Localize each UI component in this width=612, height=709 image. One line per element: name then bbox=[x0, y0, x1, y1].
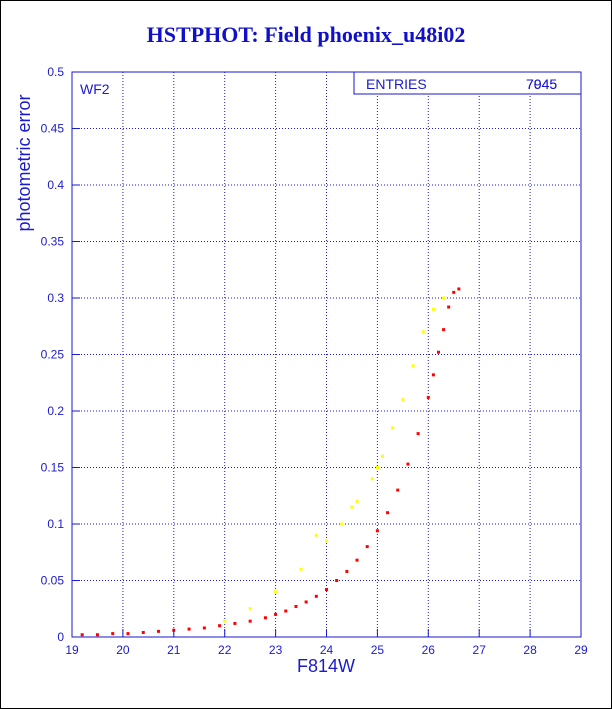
axis-ticks: 19 20 21 22 23 24 25 26 27 28 29 0 0.05 0.1 0.15 0.2 0.2… bbox=[41, 65, 588, 657]
x-tick-label: 24 bbox=[320, 643, 334, 657]
data-points bbox=[80, 287, 461, 637]
y-tick-label: 0.25 bbox=[41, 348, 65, 362]
y-tick-label: 0.05 bbox=[41, 574, 65, 588]
data-point bbox=[442, 328, 446, 332]
stats-box: ENTRIES 7945 7045 bbox=[353, 71, 582, 95]
data-point bbox=[447, 305, 451, 309]
data-point bbox=[391, 426, 395, 430]
y-tick-label: 0.2 bbox=[47, 404, 64, 418]
data-point bbox=[314, 533, 318, 537]
data-point bbox=[202, 626, 206, 630]
data-point bbox=[406, 462, 410, 466]
x-tick-label: 26 bbox=[422, 643, 436, 657]
data-point bbox=[355, 558, 359, 562]
data-point bbox=[340, 522, 344, 526]
y-axis-label: photometric error bbox=[14, 94, 34, 231]
data-point bbox=[263, 616, 267, 620]
x-tick-label: 29 bbox=[574, 643, 588, 657]
data-point bbox=[314, 594, 318, 598]
data-point bbox=[401, 398, 405, 402]
data-point bbox=[187, 627, 191, 631]
x-axis-label: F814W bbox=[297, 656, 355, 676]
y-tick-label: 0 bbox=[57, 630, 64, 644]
data-point bbox=[126, 632, 130, 636]
x-tick-label: 25 bbox=[371, 643, 385, 657]
data-point bbox=[411, 364, 415, 368]
x-tick-label: 27 bbox=[473, 643, 487, 657]
panel-label: WF2 bbox=[80, 81, 110, 97]
x-tick-label: 19 bbox=[65, 643, 79, 657]
data-point bbox=[386, 511, 390, 515]
y-tick-label: 0.35 bbox=[41, 235, 65, 249]
x-tick-label: 23 bbox=[269, 643, 283, 657]
data-point bbox=[426, 395, 430, 399]
data-point bbox=[375, 529, 379, 533]
stats-value-a: 7945 bbox=[526, 76, 557, 92]
x-tick-label: 20 bbox=[116, 643, 130, 657]
data-point bbox=[80, 633, 84, 637]
y-tick-label: 0.15 bbox=[41, 461, 65, 475]
data-point bbox=[421, 330, 425, 334]
y-tick-label: 0.45 bbox=[41, 122, 65, 136]
y-tick-label: 0.5 bbox=[47, 65, 64, 79]
x-tick-label: 21 bbox=[167, 643, 181, 657]
data-point bbox=[299, 567, 303, 571]
data-point bbox=[442, 296, 446, 300]
data-point bbox=[218, 624, 222, 628]
data-point bbox=[380, 454, 384, 458]
stats-label: ENTRIES bbox=[366, 76, 427, 92]
data-point bbox=[95, 633, 99, 637]
data-point bbox=[416, 432, 420, 436]
data-point bbox=[233, 621, 237, 625]
y-tick-label: 0.4 bbox=[47, 178, 64, 192]
data-point bbox=[248, 619, 252, 623]
data-point bbox=[325, 539, 328, 543]
data-point bbox=[457, 287, 461, 291]
data-point bbox=[431, 373, 435, 377]
data-point bbox=[274, 612, 278, 616]
stats-box-border bbox=[353, 71, 582, 95]
chart-title: HSTPHOT: Field phoenix_u48i02 bbox=[146, 22, 466, 47]
data-point bbox=[365, 545, 369, 549]
y-tick-label: 0.3 bbox=[47, 291, 64, 305]
data-point bbox=[335, 579, 339, 582]
data-point bbox=[436, 350, 440, 354]
data-point bbox=[345, 569, 349, 573]
data-point bbox=[274, 590, 278, 594]
data-point bbox=[370, 477, 374, 481]
grid bbox=[72, 72, 581, 637]
data-point bbox=[248, 607, 252, 611]
data-point bbox=[452, 290, 456, 294]
data-point bbox=[157, 629, 161, 633]
data-point bbox=[431, 307, 435, 311]
data-point bbox=[375, 466, 379, 469]
data-point bbox=[294, 604, 298, 608]
data-point bbox=[396, 488, 400, 492]
y-tick-label: 0.1 bbox=[47, 517, 64, 531]
data-point bbox=[111, 632, 115, 636]
data-point bbox=[141, 630, 145, 634]
data-point bbox=[350, 505, 354, 509]
data-point bbox=[355, 499, 359, 503]
x-tick-label: 22 bbox=[218, 643, 232, 657]
data-point bbox=[284, 609, 288, 613]
stats-value-b: 7045 bbox=[526, 76, 557, 92]
data-point bbox=[304, 600, 308, 604]
data-point bbox=[325, 588, 328, 592]
data-point bbox=[223, 619, 227, 623]
x-tick-label: 28 bbox=[523, 643, 537, 657]
